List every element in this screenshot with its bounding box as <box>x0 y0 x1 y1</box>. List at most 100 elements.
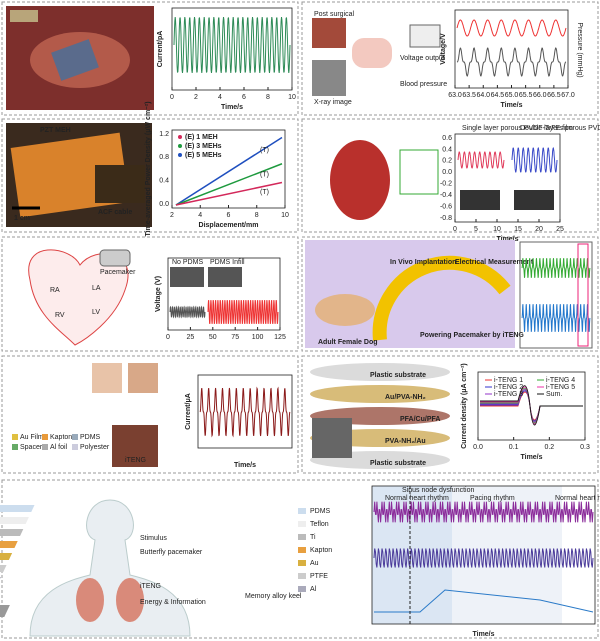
legend-label: i-TENG 2 <box>494 384 523 391</box>
legend-label: i-TENG 4 <box>546 377 575 384</box>
schematic-bg <box>305 240 515 348</box>
trace <box>169 305 206 319</box>
x-tick-label: 0 <box>170 94 174 101</box>
heart-outline <box>28 249 129 346</box>
dog <box>315 294 375 326</box>
legend-marker <box>178 153 182 157</box>
legend-label: (E) 1 MEH <box>185 134 218 141</box>
layer <box>0 505 35 512</box>
arc-label: Electrical Measurement <box>455 259 534 266</box>
legend-marker <box>178 135 182 139</box>
label: RA <box>50 287 60 294</box>
label: X-ray image <box>314 99 352 106</box>
legend-swatch <box>72 434 78 440</box>
highlight <box>577 243 589 347</box>
y-tick-label: 0.4 <box>159 178 169 185</box>
x-tick-label: 64.5 <box>491 92 505 99</box>
plot-frame <box>167 257 281 331</box>
panel-border <box>1 479 599 639</box>
x-tick-label: 65.0 <box>505 92 519 99</box>
panel-border <box>1 118 299 233</box>
legend-swatch <box>12 434 18 440</box>
label: Memory alloy keel <box>245 593 302 600</box>
x-axis-label: Time/s <box>234 462 256 469</box>
legend-label: (E) 5 MEHs <box>185 152 222 159</box>
subplot-title: Double layers porous PVDF-TrFE films <box>520 125 600 132</box>
legend-swatch <box>298 560 306 566</box>
y-tick-label: 0.0 <box>159 201 169 208</box>
x-tick-label: 100 <box>252 334 264 341</box>
y-axis-label: Voltage/V <box>440 33 447 65</box>
layer-label: Plastic substrate <box>370 372 426 379</box>
subplot-title: Single layer porous PVDF-TrFE film <box>462 125 573 132</box>
plot-frame <box>197 374 293 449</box>
layer-label: PVA-NH₂/Au <box>385 438 426 445</box>
photo-device <box>51 39 99 81</box>
label: Pacemaker <box>100 269 136 276</box>
sem-image <box>514 190 554 210</box>
layer <box>0 517 29 524</box>
fit-label: (T) <box>260 189 269 196</box>
y-axis-label: Voltage (V) <box>155 276 162 312</box>
plot-frame <box>371 485 596 625</box>
x-tick-label: 0.2 <box>544 444 554 451</box>
legend-swatch <box>298 534 306 540</box>
panel-border <box>301 118 599 233</box>
fit-line <box>175 163 283 206</box>
fit-label: (T) <box>260 171 269 178</box>
legend-swatch <box>298 521 306 527</box>
layer <box>0 565 7 572</box>
x-tick-label: 50 <box>209 334 217 341</box>
panel-border <box>1 236 299 352</box>
panel-border <box>301 1 599 116</box>
x-tick-label: 10 <box>288 94 296 101</box>
x-tick-label: 63.0 <box>448 92 462 99</box>
trace <box>374 589 594 613</box>
x-tick-label: 25 <box>187 334 195 341</box>
sem-image <box>208 267 242 287</box>
photo <box>92 363 122 393</box>
x-tick-label: 0 <box>453 226 457 233</box>
y-axis-label: Current density (μA cm⁻²) <box>461 363 468 449</box>
label: Voltage output <box>400 55 445 62</box>
lung <box>76 578 104 622</box>
subplot-title: No PDMS <box>172 259 203 266</box>
legend-swatch <box>298 586 306 592</box>
lung <box>116 578 144 622</box>
monitor <box>409 24 441 48</box>
trace <box>457 151 505 169</box>
phase-label: Normal heart rhythm <box>555 495 600 502</box>
y-axis-label: Current/pA <box>157 31 164 68</box>
legend-label: Teflon <box>310 521 329 528</box>
legend-label: Ti <box>310 534 316 541</box>
label: LV <box>92 309 100 316</box>
layer-label: Au/PVA-NH₂ <box>385 394 426 401</box>
label: 1 cm <box>14 215 30 222</box>
x-tick-label: 8 <box>266 94 270 101</box>
diagram-pig <box>352 38 392 68</box>
y-axis-label: Time-averaged Power Density (μW cm⁻²) <box>145 101 152 236</box>
label: PZT MEH <box>40 127 71 134</box>
plot-frame <box>519 241 593 349</box>
legend-label: Polyester <box>80 444 110 451</box>
label: RV <box>55 312 65 319</box>
legend-label: i-TENG 1 <box>494 377 523 384</box>
x-tick-label: 66.0 <box>533 92 547 99</box>
legend-swatch <box>42 434 48 440</box>
arc-label: Powering Pacemaker by iTENG <box>420 332 524 339</box>
x-tick-label: 0.1 <box>509 444 519 451</box>
layer <box>0 529 24 536</box>
sem-image <box>312 418 352 458</box>
photo <box>312 18 346 48</box>
x-tick-label: 6 <box>242 94 246 101</box>
layer-label: PFA/Cu/PFA <box>400 416 440 423</box>
x-tick-label: 4 <box>218 94 222 101</box>
sem-image <box>170 267 204 287</box>
x-tick-label: 63.5 <box>462 92 476 99</box>
y-tick-label: -0.6 <box>440 203 452 210</box>
label: Blood pressure <box>400 81 447 88</box>
legend-label: Al foil <box>50 444 68 451</box>
trace <box>480 385 583 426</box>
x-tick-label: 10 <box>493 226 501 233</box>
x-tick-label: 125 <box>274 334 286 341</box>
